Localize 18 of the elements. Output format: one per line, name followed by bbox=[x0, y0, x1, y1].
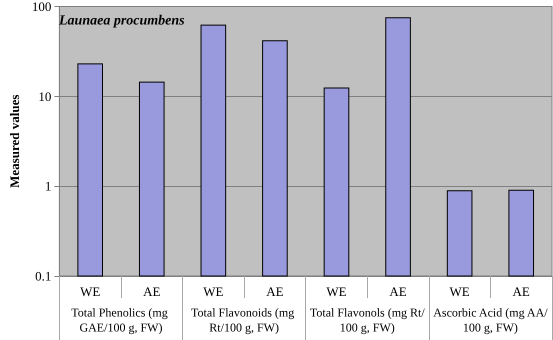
y-tick-label: 100 bbox=[32, 0, 52, 14]
y-tick-label: 1 bbox=[44, 178, 52, 194]
x-tick-label: WE bbox=[450, 284, 470, 299]
x-tick-label: WE bbox=[80, 284, 100, 299]
x-tick-label: AE bbox=[512, 284, 530, 299]
text: Total Phenolics (mg GAE/100 g, FW) bbox=[71, 306, 171, 334]
x-tick-label: AE bbox=[143, 284, 160, 299]
y-tick-label: 10 bbox=[38, 88, 52, 104]
x-tick-label: WE bbox=[326, 284, 347, 299]
text: Total Flavonoids (mg Rt/100 g, FW) bbox=[191, 306, 298, 334]
y-tick-label: 0.1 bbox=[35, 268, 52, 284]
text: Ascorbic Acid (mg AA/100 g, FW) bbox=[433, 306, 548, 334]
y-axis-title: Measured values bbox=[7, 94, 22, 188]
x-tick-label: AE bbox=[266, 284, 284, 299]
text: Total Flavonols (mg Rt/100 g, FW) bbox=[310, 306, 426, 334]
x-tick-label: AE bbox=[389, 284, 407, 299]
text: Launaea procumbens bbox=[58, 14, 186, 28]
x-tick-label: WE bbox=[203, 284, 224, 299]
